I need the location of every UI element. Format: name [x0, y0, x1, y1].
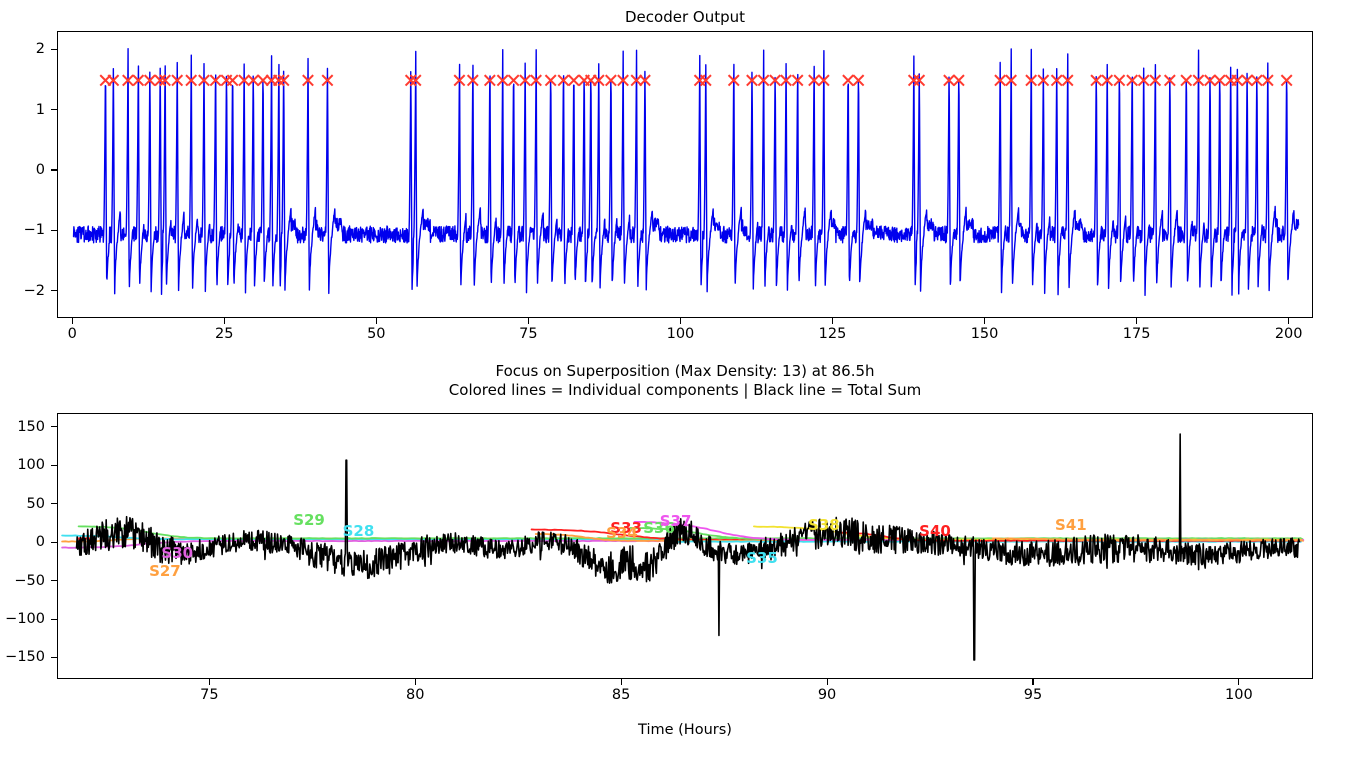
decoder-y-tick-label: 2: [35, 41, 45, 58]
decoder-y-tick-mark: [51, 169, 57, 171]
decoder-output-data-layer: [72, 48, 1300, 297]
decoder-x-tick-label: 50: [367, 326, 386, 342]
decoder-output-title: Decoder Output: [625, 8, 745, 26]
component-label-s30: S30: [161, 543, 194, 562]
decoder-output-axes: [57, 31, 1313, 318]
superposition-y-tick-label: −50: [14, 572, 45, 589]
superposition-y-tick-label: 150: [17, 418, 45, 435]
decoder-y-tick-mark: [51, 109, 57, 111]
decoder-x-tick-mark: [679, 318, 682, 324]
superposition-title-line1: Focus on Superposition (Max Density: 13)…: [495, 362, 875, 380]
superposition-title-line2: Colored lines = Individual components | …: [448, 381, 922, 399]
superposition-y-tick-mark: [51, 656, 57, 659]
decoder-x-tick-label: 25: [215, 326, 234, 342]
superposition-x-tick-label: 95: [1023, 687, 1043, 703]
superposition-y-tick-label: 50: [26, 495, 45, 512]
decoder-y-tick-label: −2: [23, 282, 45, 299]
superposition-x-tick-label: 85: [611, 687, 631, 703]
superposition-x-tick-mark: [1032, 679, 1034, 685]
component-label-s37: S37: [659, 511, 692, 530]
decoder-x-tick-mark: [984, 318, 986, 324]
superposition-x-tick-mark: [620, 679, 622, 685]
component-label-s27: S27: [149, 562, 181, 581]
component-label-s34: S34: [606, 523, 638, 542]
superposition-x-tick-mark: [1238, 679, 1240, 685]
superposition-y-tick-mark: [51, 541, 57, 543]
decoder-x-tick-mark: [1136, 318, 1138, 324]
superposition-y-tick-label: 0: [35, 534, 45, 551]
superposition-y-tick-mark: [51, 503, 57, 505]
decoder-x-tick-label: 100: [666, 326, 695, 342]
component-label-s38: S38: [807, 516, 840, 535]
decoder-x-tick-mark: [71, 318, 73, 324]
superposition-y-tick-label: −150: [5, 649, 45, 666]
decoder-x-tick-label: 175: [1122, 326, 1151, 342]
component-label-s36: S36: [643, 518, 675, 537]
decoder-x-tick-mark: [375, 318, 377, 324]
superposition-x-tick-label: 80: [406, 687, 425, 703]
superposition-x-tick-label: 90: [817, 687, 837, 703]
decoder-x-tick-label: 200: [1274, 326, 1303, 342]
superposition-y-tick-label: 100: [17, 457, 45, 474]
component-label-s41: S41: [1055, 516, 1087, 535]
superposition-y-tick-mark: [51, 464, 57, 466]
decoder-x-tick-mark: [527, 318, 529, 324]
decoder-y-tick-mark: [51, 48, 57, 50]
component-label-s33: S33: [610, 519, 642, 538]
component-label-s35: S35: [746, 549, 778, 568]
decoder-y-tick-label: 0: [35, 161, 45, 178]
component-label-s40: S40: [919, 522, 951, 541]
decoder-x-tick-label: 75: [519, 326, 538, 342]
decoder-x-tick-mark: [1288, 318, 1290, 324]
decoder-x-tick-mark: [831, 318, 834, 324]
decoder-output-panel: Decoder Output −2 −1 0 1 2 0 25 50 75 100 125 150 1…: [0, 0, 1360, 355]
superposition-x-tick-label: 100: [1225, 687, 1253, 703]
superposition-focus-data-layer: [61, 433, 1305, 661]
superposition-y-tick-label: −100: [5, 611, 45, 628]
superposition-x-tick-mark: [826, 679, 828, 685]
superposition-y-tick-mark: [51, 426, 57, 428]
superposition-x-tick-label: 75: [200, 687, 219, 703]
superposition-focus-axes: S27 S28 S29 S30 S33 S34 S35 S36 S37 S38 S40 S41: [57, 413, 1313, 679]
decoder-x-tick-mark: [223, 318, 225, 324]
decoder-y-tick-label: 1: [35, 101, 45, 118]
superposition-x-tick-mark: [414, 679, 416, 685]
superposition-focus-panel: Focus on Superposition (Max Density: 13)…: [0, 355, 1360, 784]
superposition-x-tick-mark: [208, 679, 210, 685]
component-label-s28: S28: [342, 522, 375, 541]
decoder-y-tick-mark: [51, 229, 57, 231]
decoder-x-tick-label: 150: [970, 326, 999, 342]
decoder-y-tick-label: −1: [23, 222, 45, 239]
superposition-x-axis-label: Time (Hours): [638, 722, 732, 738]
component-label-s29: S29: [293, 510, 325, 529]
superposition-y-tick-mark: [51, 618, 57, 620]
decoder-y-tick-mark: [51, 290, 57, 292]
superposition-y-tick-mark: [51, 580, 57, 582]
decoder-x-tick-label: 0: [67, 326, 77, 342]
decoder-x-tick-label: 125: [818, 326, 847, 342]
